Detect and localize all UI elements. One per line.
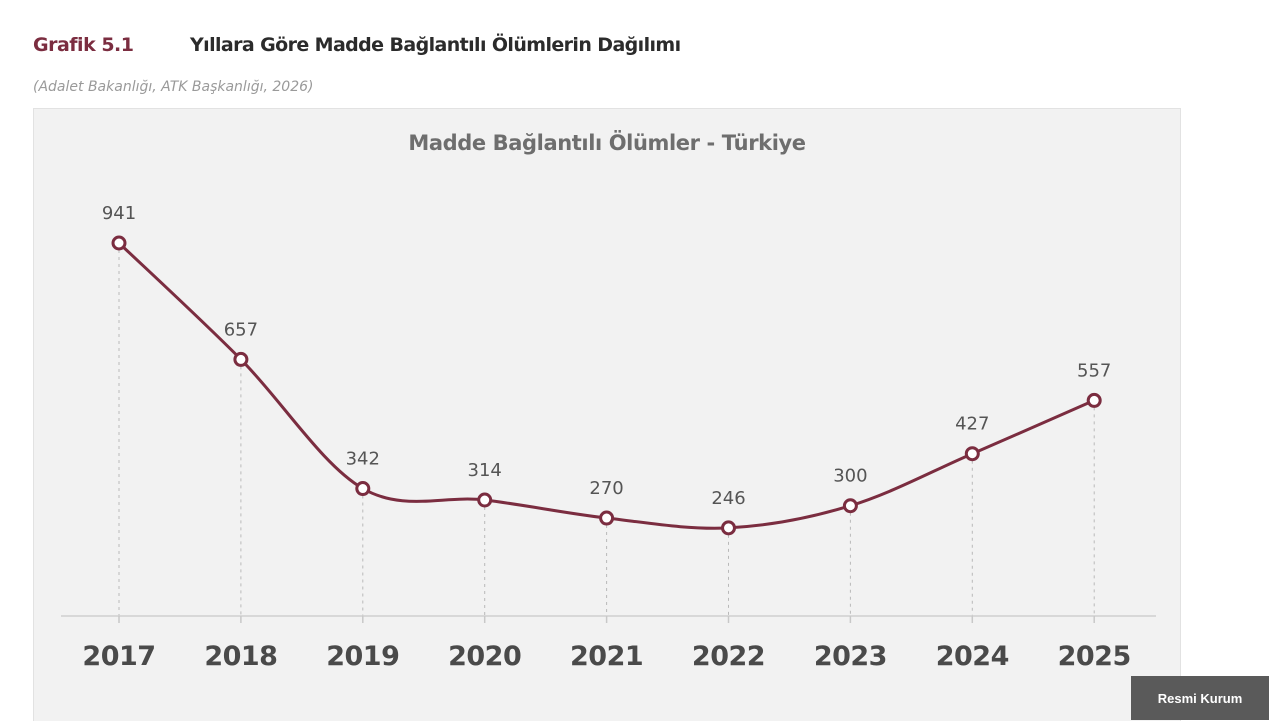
figure-label: Grafik 5.1 [33,34,134,56]
source-badge-label: Resmi Kurum [1157,690,1243,706]
data-point [599,510,615,526]
x-tick-label: 2021 [570,641,643,672]
line-chart: Madde Bağlantılı Ölümler - Türkiye 941 65… [61,130,1156,672]
data-point [111,235,127,251]
figure-source: (Adalet Bakanlığı, ATK Başkanlığı, 2026) [33,79,314,95]
data-label: 657 [224,319,258,340]
guide-lines [118,250,1095,616]
data-points [111,235,1102,536]
data-point [721,520,736,536]
chart-panel: Madde Bağlantılı Ölümler - Türkiye 941 65… [33,108,1181,721]
x-tick-label: 2023 [814,641,887,672]
data-label: 246 [711,488,745,509]
data-label: 300 [833,466,867,487]
data-label: 941 [102,203,136,224]
x-tick-label: 2017 [82,641,155,672]
data-label: 270 [589,478,623,499]
x-tick-label: 2022 [692,641,765,672]
chart-title: Madde Bağlantılı Ölümler - Türkiye [408,130,805,155]
x-tick-labels: 2017 2018 2019 2020 2021 2022 2023 2024 2025 [82,641,1131,672]
data-label: 557 [1077,360,1111,381]
data-labels: 941 657 342 314 270 246 300 427 557 [102,203,1112,509]
data-point [964,446,980,462]
data-label: 342 [346,449,380,470]
data-label: 427 [955,414,989,435]
x-axis-ticks [118,616,1095,623]
data-point [1086,392,1102,408]
data-label: 314 [468,460,502,481]
x-tick-label: 2020 [448,641,521,672]
x-tick-label: 2025 [1058,641,1131,672]
figure-title: Yıllara Göre Madde Bağlantılı Ölümlerin … [190,34,681,56]
data-point [477,492,493,508]
x-tick-label: 2024 [936,641,1009,672]
x-tick-label: 2019 [326,641,399,672]
data-point [842,498,858,514]
data-point [233,351,249,367]
data-point [355,481,371,497]
x-tick-label: 2018 [204,641,277,672]
source-badge[interactable]: Resmi Kurum [1131,676,1269,720]
